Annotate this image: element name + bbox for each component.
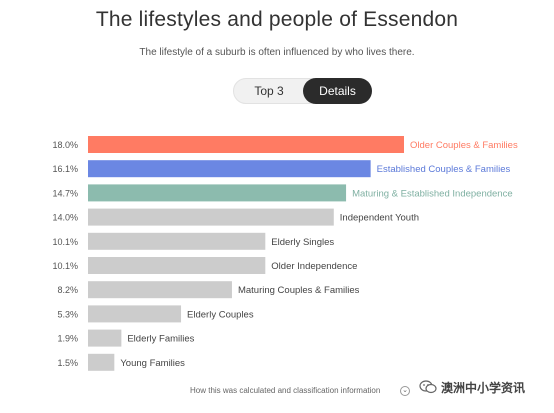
- page-subtitle: The lifestyle of a suburb is often influ…: [139, 47, 415, 58]
- bar-category-label: Established Couples & Families: [377, 164, 511, 175]
- bar[interactable]: [88, 160, 371, 178]
- bar-value-label: 1.5%: [57, 358, 78, 368]
- bar-category-label: Elderly Singles: [271, 237, 334, 248]
- bar-value-label: 5.3%: [57, 309, 78, 319]
- bar-value-label: 1.9%: [57, 334, 78, 344]
- watermark-text: 澳洲中小学资讯: [441, 380, 526, 395]
- bar-category-label: Young Families: [120, 358, 185, 369]
- bar-category-label: Maturing & Established Independence: [352, 188, 513, 199]
- watermark: 澳洲中小学资讯: [419, 378, 525, 396]
- bar[interactable]: [88, 136, 404, 153]
- calculation-info-link[interactable]: How this was calculated and classificati…: [190, 386, 381, 395]
- view-toggle: Top 3 Details: [233, 78, 372, 104]
- wechat-icon: [419, 380, 437, 394]
- tab-top3[interactable]: Top 3: [254, 84, 284, 98]
- page-title: The lifestyles and people of Essendon: [95, 8, 459, 31]
- bar-value-label: 14.7%: [52, 188, 78, 198]
- bar-value-label: 18.0%: [52, 140, 78, 150]
- bar[interactable]: [88, 353, 115, 371]
- bar[interactable]: [88, 184, 347, 202]
- bar[interactable]: [88, 329, 122, 347]
- bar-value-label: 10.1%: [52, 237, 78, 247]
- bar-value-label: 8.2%: [57, 285, 78, 295]
- bar[interactable]: [88, 257, 266, 274]
- chevron-down-icon[interactable]: ⌄: [400, 386, 410, 396]
- bar-category-label: Elderly Families: [127, 334, 194, 345]
- bar-category-label: Older Independence: [271, 261, 357, 272]
- bar-value-label: 16.1%: [52, 164, 78, 174]
- bar-category-label: Older Couples & Families: [410, 140, 518, 151]
- bar[interactable]: [88, 305, 182, 323]
- bar[interactable]: [88, 232, 266, 250]
- bar-category-label: Maturing Couples & Families: [238, 285, 360, 296]
- bar-value-label: 14.0%: [52, 213, 78, 223]
- bar-value-label: 10.1%: [52, 261, 78, 271]
- bar[interactable]: [88, 208, 334, 226]
- bar-category-label: Elderly Couples: [187, 309, 254, 320]
- bar[interactable]: [88, 281, 232, 299]
- tab-details[interactable]: Details: [303, 78, 372, 104]
- bar-category-label: Independent Youth: [340, 213, 419, 224]
